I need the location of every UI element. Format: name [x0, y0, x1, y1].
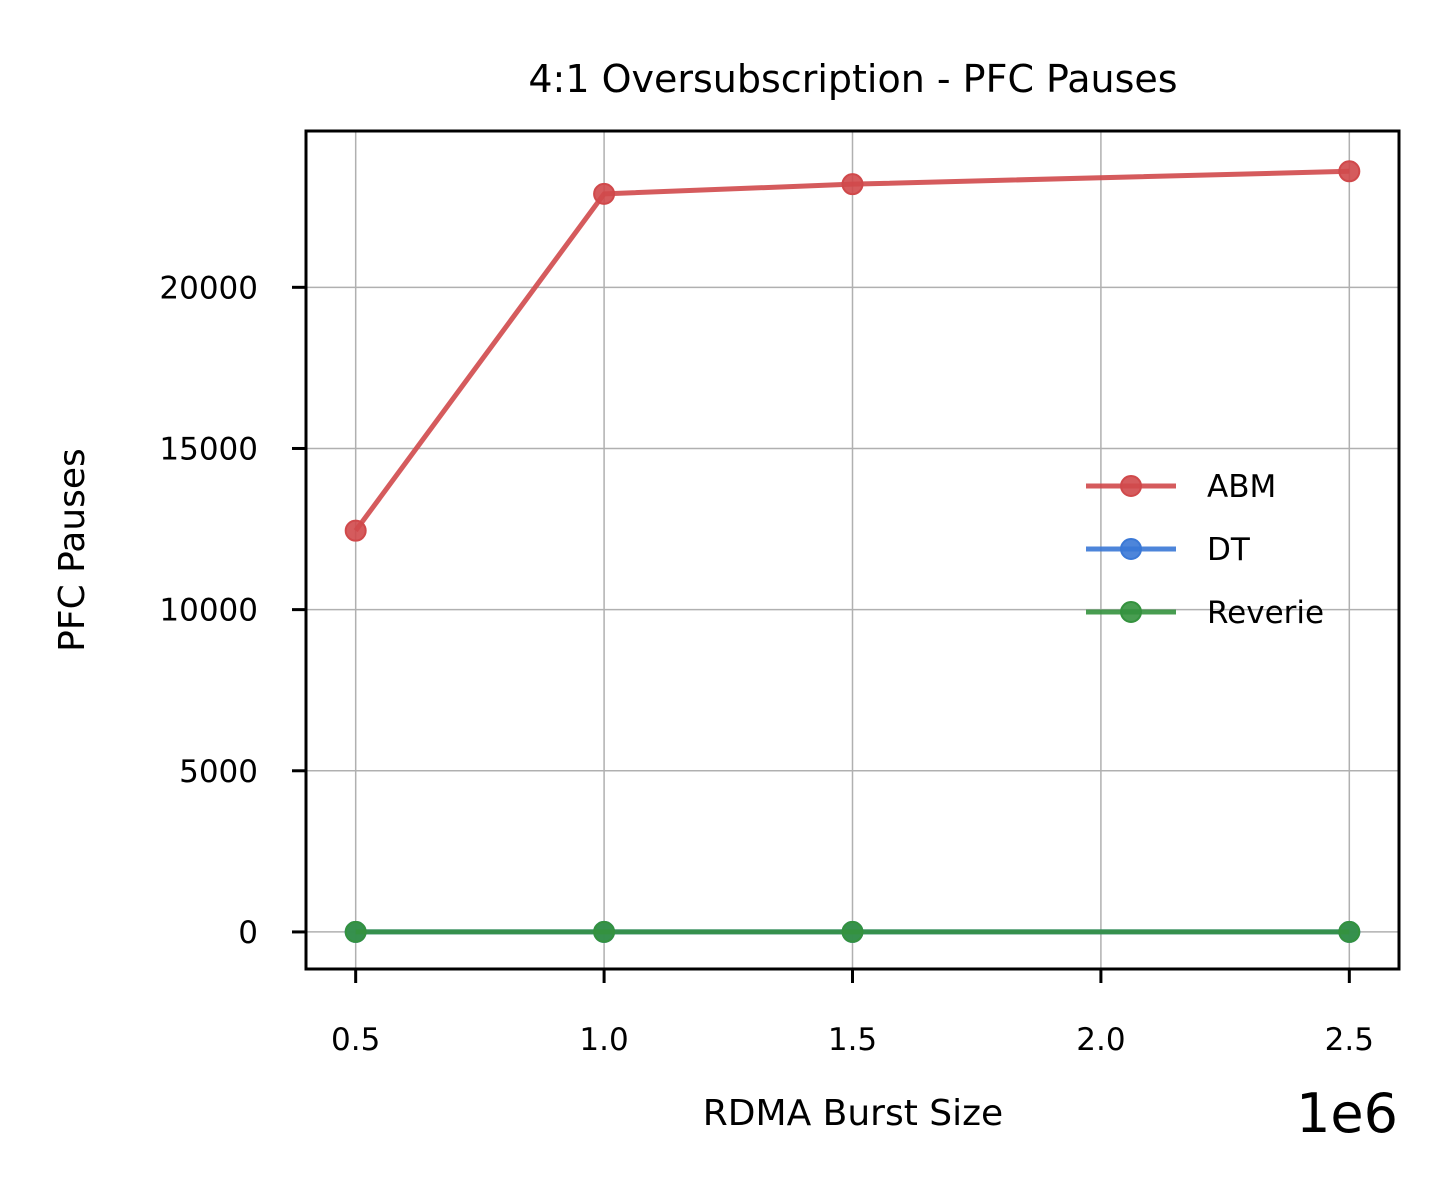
- legend-abm-marker: [1120, 475, 1142, 497]
- legend-abm-label: ABM: [1207, 469, 1276, 505]
- abm-data-point: [344, 519, 367, 542]
- y-tick-label: 10000: [159, 593, 258, 629]
- abm-data-point: [593, 182, 616, 205]
- y-tick-label: 20000: [159, 270, 258, 306]
- reverie-data-point: [593, 920, 616, 943]
- abm-data-point: [841, 173, 864, 196]
- x-axis: 0.5 1.0 1.5 2.0 2.5: [331, 969, 1374, 1058]
- x-tick-label: 2.0: [1076, 1022, 1125, 1058]
- series-layer: [344, 160, 1361, 943]
- y-axis: 0 5000 10000 15000 20000: [159, 270, 306, 951]
- x-tick-label: 0.5: [331, 1022, 380, 1058]
- reverie-data-point: [1338, 920, 1361, 943]
- abm-series-line: [353, 168, 1350, 533]
- legend-dt-marker: [1120, 538, 1142, 560]
- y-axis-label: PFC Pauses: [52, 448, 93, 652]
- x-tick-label: 1.0: [579, 1022, 628, 1058]
- abm-data-point: [1338, 160, 1361, 183]
- legend-reverie-label: Reverie: [1207, 595, 1324, 631]
- legend-dt-label: DT: [1207, 532, 1251, 568]
- reverie-data-point: [841, 920, 864, 943]
- x-tick-label: 2.5: [1325, 1022, 1374, 1058]
- x-offset-label: 1e6: [1296, 1082, 1398, 1145]
- chart-title: 4:1 Oversubscription - PFC Pauses: [528, 57, 1177, 101]
- legend-reverie-marker: [1120, 601, 1142, 623]
- y-tick-label: 0: [238, 915, 258, 951]
- x-axis-label: RDMA Burst Size: [703, 1093, 1003, 1134]
- x-tick-label: 1.5: [828, 1022, 877, 1058]
- y-tick-label: 15000: [159, 431, 258, 467]
- reverie-data-point: [344, 920, 367, 943]
- y-tick-label: 5000: [179, 754, 258, 790]
- legend: ABM DT Reverie: [1086, 469, 1324, 631]
